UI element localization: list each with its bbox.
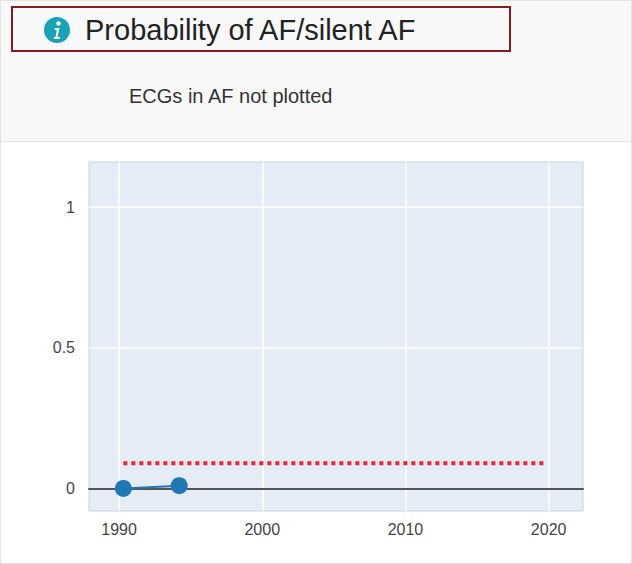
svg-text:1: 1 — [66, 199, 75, 216]
svg-text:0: 0 — [66, 480, 75, 497]
html-text:Probability of AF/silent AF: Probability of AF/silent AF — [85, 14, 416, 46]
svg-text:0.5: 0.5 — [53, 339, 75, 356]
svg-text:2010: 2010 — [388, 521, 424, 538]
html-text:ECGs in AF not plotted: ECGs in AF not plotted — [129, 85, 333, 107]
svg-text:2000: 2000 — [244, 521, 280, 538]
svg-text:2020: 2020 — [531, 521, 567, 538]
svg-text:1990: 1990 — [101, 521, 137, 538]
